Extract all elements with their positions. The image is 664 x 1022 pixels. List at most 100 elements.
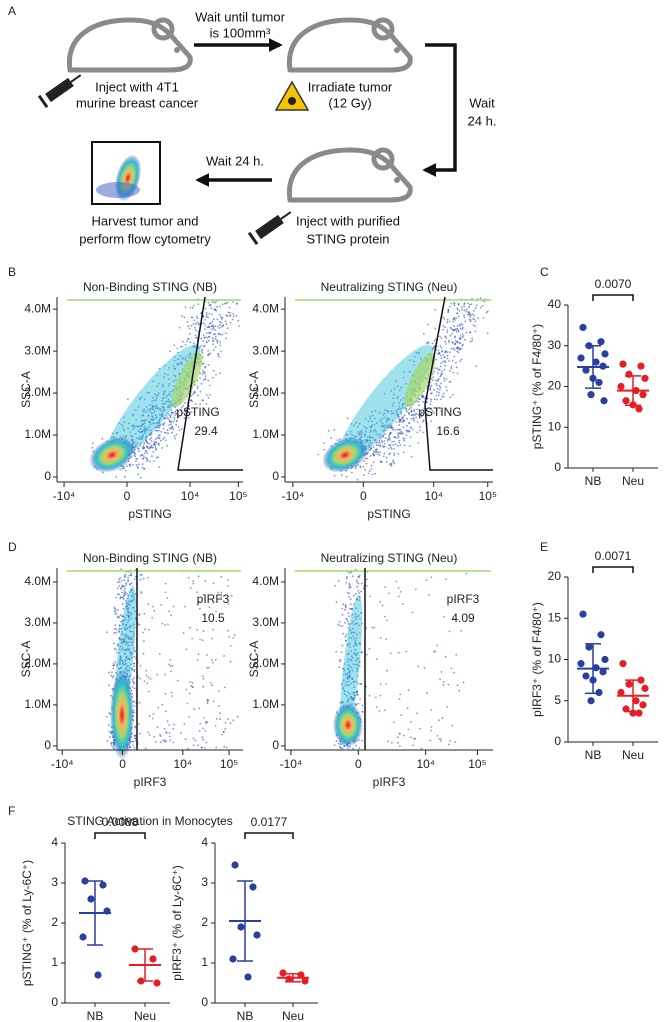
density-dot bbox=[369, 439, 372, 442]
density-dot bbox=[112, 663, 115, 665]
density-dot bbox=[373, 423, 376, 426]
density-dot bbox=[323, 442, 325, 444]
density-dot bbox=[395, 421, 398, 423]
density-dot bbox=[348, 659, 351, 661]
density-dot bbox=[482, 317, 485, 319]
density-dot bbox=[171, 665, 174, 668]
density-dot bbox=[157, 394, 159, 397]
panel-label: F bbox=[8, 804, 15, 818]
density-dot bbox=[126, 614, 128, 617]
density-dot bbox=[352, 620, 355, 623]
density-dot bbox=[129, 674, 132, 677]
data-point bbox=[637, 362, 645, 370]
density-dot bbox=[452, 318, 455, 321]
density-dot bbox=[142, 414, 145, 417]
density-dot bbox=[148, 447, 151, 450]
density-dot bbox=[131, 435, 134, 438]
density-dot bbox=[160, 431, 163, 433]
density-dot bbox=[150, 444, 153, 447]
density-dot bbox=[422, 420, 424, 423]
density-dot bbox=[208, 606, 211, 609]
density-dot bbox=[161, 622, 164, 625]
density-dot bbox=[130, 612, 133, 615]
density-dot bbox=[140, 396, 143, 399]
density-dot bbox=[215, 717, 218, 720]
density-dot bbox=[350, 659, 353, 662]
density-dot bbox=[196, 321, 199, 324]
density-dot bbox=[209, 394, 211, 396]
density-dot bbox=[364, 439, 367, 442]
density-dot bbox=[145, 419, 148, 421]
density-dot bbox=[229, 311, 232, 314]
y-tick-label: 1.0M bbox=[24, 697, 51, 711]
density-dot bbox=[389, 426, 392, 428]
density-dot bbox=[450, 365, 453, 368]
density-dot bbox=[358, 665, 361, 668]
density-dot bbox=[399, 407, 402, 410]
density-dot bbox=[169, 350, 172, 352]
density-dot bbox=[214, 329, 216, 331]
density-dot bbox=[372, 453, 375, 456]
density-dot bbox=[430, 392, 433, 395]
density-dot bbox=[134, 734, 137, 737]
density-dot bbox=[127, 600, 130, 603]
density-dot bbox=[352, 434, 354, 436]
density-dot bbox=[151, 400, 154, 403]
density-dot bbox=[333, 428, 336, 431]
density-dot bbox=[222, 731, 225, 734]
density-dot bbox=[159, 735, 162, 737]
density-dot bbox=[133, 597, 135, 599]
density-dot bbox=[439, 354, 442, 357]
density-dot bbox=[460, 629, 462, 632]
x-tick-label: -10⁴ bbox=[53, 489, 76, 503]
density-dot bbox=[202, 362, 205, 365]
density-dot bbox=[127, 635, 129, 637]
density-dot bbox=[115, 475, 118, 478]
density-dot bbox=[183, 417, 186, 419]
density-dot bbox=[114, 624, 117, 626]
density-dot bbox=[113, 642, 115, 645]
density-dot bbox=[459, 341, 462, 344]
density-dot bbox=[474, 320, 477, 323]
density-dot bbox=[118, 659, 121, 662]
density-dot bbox=[442, 354, 444, 356]
density-dot bbox=[204, 730, 207, 732]
density-dot bbox=[232, 301, 235, 303]
density-dot bbox=[125, 635, 127, 638]
density-dot bbox=[114, 613, 117, 615]
density-dot bbox=[403, 371, 405, 374]
density-dot bbox=[369, 595, 372, 598]
density-dot bbox=[433, 398, 436, 401]
density-dot bbox=[344, 635, 347, 638]
density-dot bbox=[455, 339, 457, 342]
data-point bbox=[579, 610, 587, 618]
density-dot bbox=[351, 678, 354, 681]
y-tick-label: 0 bbox=[201, 995, 208, 1009]
density-dot bbox=[193, 411, 196, 413]
density-dot bbox=[349, 598, 352, 601]
density-dot bbox=[194, 326, 196, 329]
density-dot bbox=[454, 319, 456, 321]
density-dot bbox=[164, 373, 166, 375]
density-dot bbox=[399, 418, 402, 421]
density-dot bbox=[129, 625, 131, 627]
density-dot bbox=[359, 698, 361, 701]
density-dot bbox=[215, 610, 217, 613]
density-dot bbox=[448, 320, 451, 323]
density-dot bbox=[389, 433, 392, 435]
density-dot bbox=[430, 420, 433, 423]
density-dot bbox=[184, 605, 186, 608]
y-tick-label: 4.0M bbox=[252, 574, 279, 588]
density-dot bbox=[208, 322, 211, 325]
density-dot bbox=[163, 739, 166, 741]
density-dot bbox=[384, 615, 386, 618]
density-dot bbox=[416, 431, 419, 434]
density-dot bbox=[114, 628, 116, 630]
density-dot bbox=[378, 411, 381, 414]
density-dot bbox=[128, 637, 131, 640]
density-dot bbox=[121, 638, 124, 641]
density-dot bbox=[455, 654, 458, 656]
density-dot bbox=[153, 399, 156, 402]
density-dot bbox=[175, 379, 177, 381]
